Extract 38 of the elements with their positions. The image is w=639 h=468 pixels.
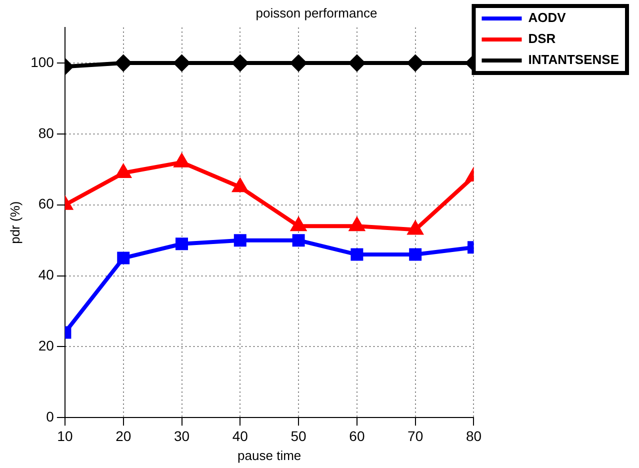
point bbox=[234, 234, 246, 247]
legend-label: AODV bbox=[528, 10, 566, 26]
x-tick-label: 20 bbox=[116, 428, 132, 444]
point bbox=[348, 55, 365, 72]
point bbox=[117, 252, 130, 264]
point bbox=[115, 55, 132, 72]
y-tick-label: 100 bbox=[30, 54, 54, 70]
point bbox=[174, 55, 190, 72]
x-tick-label: 60 bbox=[349, 428, 365, 444]
x-tick-label: 50 bbox=[290, 428, 307, 444]
point bbox=[290, 55, 307, 72]
x-tick-label: 30 bbox=[174, 428, 190, 444]
x-tick-label: 40 bbox=[232, 428, 248, 444]
point bbox=[350, 218, 364, 232]
y-tick-label: 20 bbox=[38, 338, 54, 354]
legend-label: DSR bbox=[528, 31, 556, 46]
point bbox=[350, 248, 364, 261]
y-tick-label: 60 bbox=[38, 196, 54, 212]
x-axis-title: pause time bbox=[238, 448, 302, 463]
x-tick-label: 70 bbox=[408, 428, 424, 444]
x-tick-label: 10 bbox=[57, 428, 73, 444]
y-tick-label: 40 bbox=[38, 266, 54, 283]
point bbox=[409, 248, 422, 261]
y-tick-label: 0 bbox=[46, 408, 54, 424]
point bbox=[232, 179, 248, 192]
point bbox=[116, 164, 131, 178]
y-tick-label: 80 bbox=[38, 124, 54, 141]
legend-label: INTANTSENSE bbox=[528, 52, 620, 68]
point bbox=[292, 234, 305, 247]
point bbox=[232, 55, 248, 72]
point bbox=[174, 154, 189, 168]
point bbox=[291, 218, 306, 232]
point bbox=[408, 222, 423, 235]
y-axis-title: pdr (%) bbox=[7, 201, 22, 244]
point bbox=[407, 55, 424, 72]
point bbox=[176, 238, 188, 250]
x-tick-label: 80 bbox=[466, 428, 482, 444]
chart-title: poisson performance bbox=[256, 5, 378, 20]
